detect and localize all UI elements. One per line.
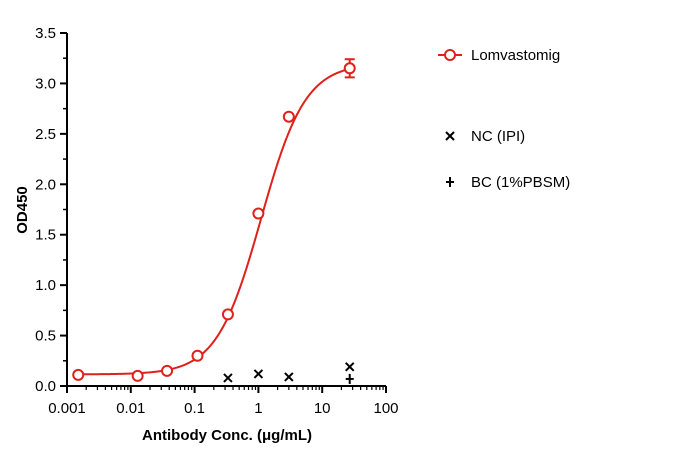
y-tick-label: 2.5 [35,126,56,143]
legend-marker [446,177,454,187]
y-tick-label: 0.5 [35,328,56,345]
legend-label: NC (IPI) [471,128,525,145]
x-tick-label: 0.1 [184,400,205,417]
data-point-series-2 [345,373,354,384]
data-point-series-0 [221,308,234,321]
data-point-series-0 [131,369,144,382]
x-axis-title: Antibody Conc. (μg/mL) [142,427,312,444]
y-tick-label: 3.0 [35,75,56,92]
data-point-series-1 [223,373,233,383]
data-point-series-1 [284,372,294,382]
data-point-series-1 [345,362,355,372]
y-tick-label: 1.0 [35,277,56,294]
x-tick-label: 1 [254,400,262,417]
data-point-series-0 [72,368,85,381]
legend-label: Lomvastomig [471,47,560,64]
data-point-series-1-stroke [223,373,233,383]
data-point-series-0 [161,364,174,377]
data-point-series-0 [282,110,295,123]
legend-marker-stroke [445,131,455,141]
y-tick-label: 1.5 [35,227,56,244]
legend-item-0: Lomvastomig [438,47,560,64]
x-tick-label: 0.001 [48,400,86,417]
legend-label: BC (1%PBSM) [471,174,570,191]
data-point-series-1 [253,369,264,379]
data-point-series-1-stroke [284,372,294,382]
x-tick-label: 10 [314,400,331,417]
legend-marker [444,49,456,61]
data-point-series-1-stroke [253,369,264,379]
y-tick-label: 2.0 [35,176,56,193]
lomvastomig-fit-curve [78,67,350,376]
data-point-series-1-stroke [345,362,355,372]
legend-item-1: NC (IPI) [445,128,525,145]
legend-marker [445,131,455,141]
legend-item-2: BC (1%PBSM) [446,174,570,191]
x-tick-label: 100 [373,400,398,417]
y-tick-label: 3.5 [35,25,56,42]
y-tick-label: 0.0 [35,378,56,395]
data-point-series-0 [252,207,265,220]
y-axis-title: OD450 [14,186,31,234]
data-point-series-0 [343,62,356,75]
data-point-series-0 [191,349,204,362]
x-tick-label: 0.01 [116,400,145,417]
